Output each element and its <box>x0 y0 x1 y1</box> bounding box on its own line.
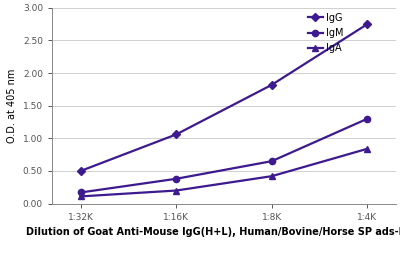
Legend: IgG, IgM, IgA: IgG, IgM, IgA <box>308 13 344 54</box>
IgM <box>269 160 274 163</box>
IgA <box>269 175 274 178</box>
IgA <box>365 147 370 150</box>
Line: IgM: IgM <box>78 116 370 195</box>
IgM <box>365 117 370 120</box>
IgG <box>78 169 83 173</box>
IgM <box>78 191 83 194</box>
IgG <box>365 23 370 26</box>
Y-axis label: O.D. at 405 nm: O.D. at 405 nm <box>7 69 17 143</box>
Line: IgA: IgA <box>78 146 370 199</box>
IgG <box>269 83 274 86</box>
Line: IgG: IgG <box>78 21 370 174</box>
IgA <box>174 189 179 192</box>
IgM <box>174 177 179 180</box>
IgA <box>78 195 83 198</box>
X-axis label: Dilution of Goat Anti-Mouse IgG(H+L), Human/Bovine/Horse SP ads-HRP: Dilution of Goat Anti-Mouse IgG(H+L), Hu… <box>26 227 400 237</box>
IgG <box>174 133 179 136</box>
